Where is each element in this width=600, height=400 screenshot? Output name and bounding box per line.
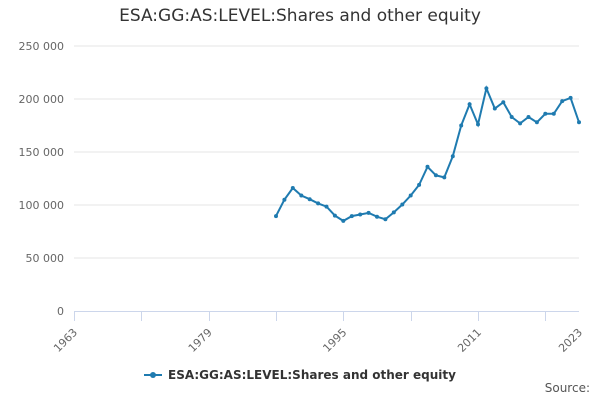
x-tick-label: 2023 xyxy=(556,326,585,355)
legend[interactable]: ESA:GG:AS:LEVEL:Shares and other equity xyxy=(0,365,600,382)
x-tick-label: 1995 xyxy=(320,326,349,355)
y-tick-label: 0 xyxy=(57,305,64,318)
series-line xyxy=(275,85,580,223)
y-tick-label: 200 000 xyxy=(19,93,65,106)
data-point[interactable] xyxy=(501,100,506,105)
data-point[interactable] xyxy=(358,212,363,217)
y-tick-label: 250 000 xyxy=(19,40,65,53)
data-point[interactable] xyxy=(366,210,371,215)
data-point[interactable] xyxy=(375,214,379,219)
y-tick-label: 50 000 xyxy=(26,252,65,265)
chart-title: ESA:GG:AS:LEVEL:Shares and other equity xyxy=(119,6,481,26)
data-point[interactable] xyxy=(509,115,514,119)
y-tick-label: 100 000 xyxy=(19,199,65,212)
data-point[interactable] xyxy=(324,204,329,209)
x-tick-label: 1963 xyxy=(51,326,80,355)
data-point[interactable] xyxy=(568,95,573,100)
legend-label: ESA:GG:AS:LEVEL:Shares and other equity xyxy=(168,368,456,382)
data-point[interactable] xyxy=(484,86,489,91)
data-point[interactable] xyxy=(332,213,337,218)
source-label: Source: xyxy=(544,381,590,395)
data-point[interactable] xyxy=(341,218,346,223)
data-point[interactable] xyxy=(492,106,497,111)
data-point[interactable] xyxy=(400,202,405,207)
data-point[interactable] xyxy=(577,120,581,125)
data-point[interactable] xyxy=(450,154,455,159)
data-point[interactable] xyxy=(417,182,422,187)
data-point[interactable] xyxy=(349,214,354,219)
data-point[interactable] xyxy=(383,217,388,222)
data-point[interactable] xyxy=(467,102,472,107)
data-point[interactable] xyxy=(425,164,430,169)
x-axis: 1963 1979 1995 2011 2023 xyxy=(51,311,585,355)
data-point[interactable] xyxy=(290,186,295,190)
data-point[interactable] xyxy=(526,115,531,119)
data-point[interactable] xyxy=(391,210,396,215)
data-point[interactable] xyxy=(551,111,556,116)
data-point[interactable] xyxy=(299,193,304,198)
data-point[interactable] xyxy=(543,111,548,116)
data-point[interactable] xyxy=(282,197,287,202)
data-point[interactable] xyxy=(433,173,438,178)
y-tick-label: 150 000 xyxy=(19,146,65,159)
data-point[interactable] xyxy=(518,121,523,126)
legend-item[interactable]: ESA:GG:AS:LEVEL:Shares and other equity xyxy=(144,368,456,382)
legend-swatch-icon xyxy=(144,372,163,378)
data-point[interactable] xyxy=(316,201,321,206)
x-tick-label: 1979 xyxy=(186,326,215,355)
data-point[interactable] xyxy=(476,122,480,127)
data-point[interactable] xyxy=(442,175,447,180)
y-axis: 0 50 000 100 000 150 000 200 000 250 000 xyxy=(19,40,65,318)
data-point[interactable] xyxy=(408,193,413,198)
data-point[interactable] xyxy=(560,99,565,104)
data-point[interactable] xyxy=(307,197,312,202)
grid-lines xyxy=(74,45,579,259)
data-point[interactable] xyxy=(274,214,278,219)
x-tick-label: 2011 xyxy=(455,326,484,355)
data-point[interactable] xyxy=(534,120,539,125)
data-point[interactable] xyxy=(459,123,464,128)
series-points xyxy=(274,86,581,223)
